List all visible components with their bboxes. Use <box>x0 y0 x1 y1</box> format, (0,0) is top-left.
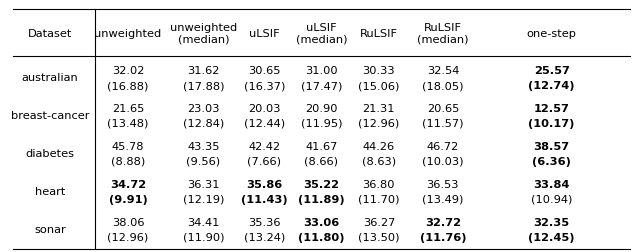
Text: (13.48): (13.48) <box>108 118 148 129</box>
Text: Dataset: Dataset <box>28 29 72 39</box>
Text: (6.36): (6.36) <box>532 156 571 166</box>
Text: (17.47): (17.47) <box>301 81 342 91</box>
Text: 20.03: 20.03 <box>248 103 280 113</box>
Text: 46.72: 46.72 <box>427 141 459 151</box>
Text: 23.03: 23.03 <box>188 103 220 113</box>
Text: australian: australian <box>22 73 78 83</box>
Text: 34.72: 34.72 <box>110 179 146 189</box>
Text: (11.70): (11.70) <box>358 194 399 204</box>
Text: (13.49): (13.49) <box>422 194 463 204</box>
Text: uLSIF
(median): uLSIF (median) <box>296 23 347 45</box>
Text: 21.65: 21.65 <box>112 103 144 113</box>
Text: 42.42: 42.42 <box>248 141 280 151</box>
Text: (12.44): (12.44) <box>244 118 285 129</box>
Text: 32.35: 32.35 <box>534 217 570 227</box>
Text: (12.96): (12.96) <box>108 232 148 242</box>
Text: (18.05): (18.05) <box>422 81 463 91</box>
Text: (12.19): (12.19) <box>183 194 224 204</box>
Text: (8.63): (8.63) <box>362 156 396 166</box>
Text: (9.91): (9.91) <box>109 194 147 204</box>
Text: (11.43): (11.43) <box>241 194 287 204</box>
Text: 35.22: 35.22 <box>303 179 339 189</box>
Text: 45.78: 45.78 <box>112 141 144 151</box>
Text: (16.88): (16.88) <box>108 81 148 91</box>
Text: 35.36: 35.36 <box>248 217 280 227</box>
Text: (13.50): (13.50) <box>358 232 399 242</box>
Text: 35.86: 35.86 <box>246 179 282 189</box>
Text: unweighted
(median): unweighted (median) <box>170 23 237 45</box>
Text: (10.17): (10.17) <box>529 118 575 129</box>
Text: (11.89): (11.89) <box>298 194 344 204</box>
Text: (10.03): (10.03) <box>422 156 463 166</box>
Text: 43.35: 43.35 <box>188 141 220 151</box>
Text: 20.90: 20.90 <box>305 103 337 113</box>
Text: one-step: one-step <box>527 29 577 39</box>
Text: 38.57: 38.57 <box>534 141 570 151</box>
Text: unweighted: unweighted <box>94 29 162 39</box>
Text: 25.57: 25.57 <box>534 66 570 76</box>
Text: (11.90): (11.90) <box>183 232 224 242</box>
Text: 32.02: 32.02 <box>112 66 144 76</box>
Text: diabetes: diabetes <box>26 149 74 159</box>
Text: (8.66): (8.66) <box>304 156 339 166</box>
Text: (12.45): (12.45) <box>529 232 575 242</box>
Text: 38.06: 38.06 <box>112 217 144 227</box>
Text: (17.88): (17.88) <box>183 81 224 91</box>
Text: 36.31: 36.31 <box>188 179 220 189</box>
Text: uLSIF: uLSIF <box>249 29 280 39</box>
Text: (11.95): (11.95) <box>301 118 342 129</box>
Text: RuLSIF
(median): RuLSIF (median) <box>417 23 468 45</box>
Text: breast-cancer: breast-cancer <box>11 111 89 121</box>
Text: (8.88): (8.88) <box>111 156 145 166</box>
Text: (16.37): (16.37) <box>244 81 285 91</box>
Text: 36.53: 36.53 <box>427 179 459 189</box>
Text: 30.65: 30.65 <box>248 66 280 76</box>
Text: 20.65: 20.65 <box>427 103 459 113</box>
Text: 31.00: 31.00 <box>305 66 337 76</box>
Text: 36.27: 36.27 <box>363 217 395 227</box>
Text: (7.66): (7.66) <box>247 156 282 166</box>
Text: 32.72: 32.72 <box>425 217 461 227</box>
Text: (10.94): (10.94) <box>531 194 572 204</box>
Text: 31.62: 31.62 <box>188 66 220 76</box>
Text: (11.80): (11.80) <box>298 232 344 242</box>
Text: 32.54: 32.54 <box>427 66 459 76</box>
Text: (9.56): (9.56) <box>186 156 221 166</box>
Text: 30.33: 30.33 <box>363 66 395 76</box>
Text: 44.26: 44.26 <box>363 141 395 151</box>
Text: (12.96): (12.96) <box>358 118 399 129</box>
Text: (15.06): (15.06) <box>358 81 399 91</box>
Text: 36.80: 36.80 <box>363 179 395 189</box>
Text: sonar: sonar <box>34 224 66 234</box>
Text: 34.41: 34.41 <box>188 217 220 227</box>
Text: RuLSIF: RuLSIF <box>360 29 398 39</box>
Text: (13.24): (13.24) <box>244 232 285 242</box>
Text: (11.76): (11.76) <box>420 232 466 242</box>
Text: (12.74): (12.74) <box>529 81 575 91</box>
Text: heart: heart <box>35 186 65 197</box>
Text: (11.57): (11.57) <box>422 118 463 129</box>
Text: 33.06: 33.06 <box>303 217 339 227</box>
Text: 33.84: 33.84 <box>534 179 570 189</box>
Text: (12.84): (12.84) <box>183 118 224 129</box>
Text: 12.57: 12.57 <box>534 103 570 113</box>
Text: 21.31: 21.31 <box>363 103 395 113</box>
Text: 41.67: 41.67 <box>305 141 337 151</box>
